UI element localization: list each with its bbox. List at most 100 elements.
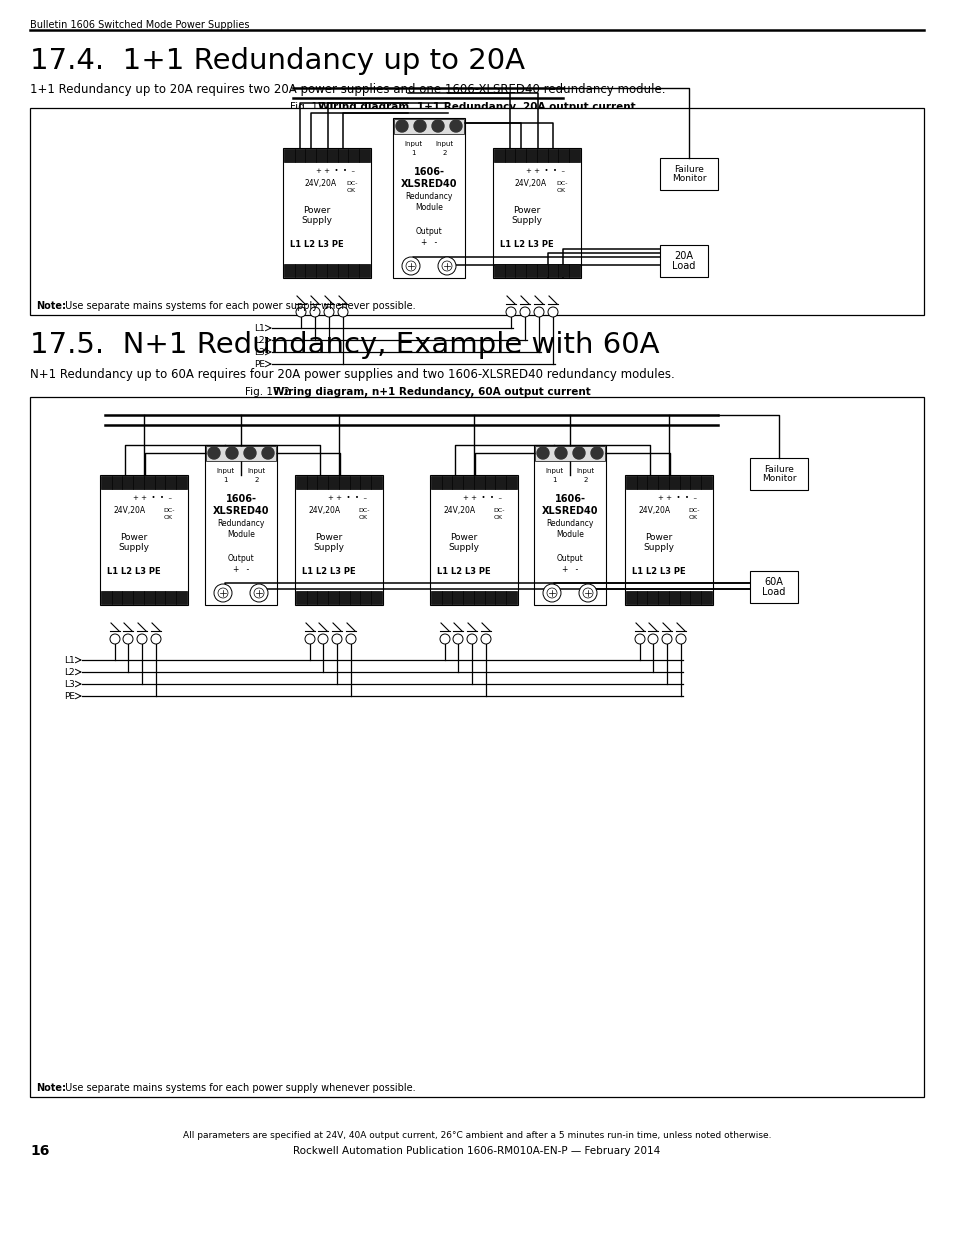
Bar bbox=[307, 475, 317, 489]
Text: DC-: DC- bbox=[556, 180, 567, 185]
Circle shape bbox=[213, 584, 232, 601]
Text: L1: L1 bbox=[254, 324, 265, 332]
Text: OK: OK bbox=[494, 515, 502, 520]
Bar bbox=[659, 158, 718, 190]
Text: Rockwell Automation Publication 1606-RM010A-EN-P — February 2014: Rockwell Automation Publication 1606-RM0… bbox=[294, 1146, 659, 1156]
Circle shape bbox=[317, 634, 328, 643]
Bar bbox=[679, 592, 690, 604]
Bar bbox=[535, 446, 604, 461]
Text: Module: Module bbox=[556, 530, 583, 540]
Bar bbox=[659, 245, 707, 277]
Text: L1 L2 L3 PE: L1 L2 L3 PE bbox=[499, 240, 553, 248]
Bar bbox=[658, 592, 668, 604]
Circle shape bbox=[295, 308, 306, 317]
Bar bbox=[679, 475, 690, 489]
Text: PE: PE bbox=[64, 692, 75, 700]
Bar bbox=[526, 264, 537, 277]
Bar bbox=[348, 264, 359, 277]
Text: 24V,20A: 24V,20A bbox=[308, 505, 340, 515]
Circle shape bbox=[582, 588, 593, 598]
Bar bbox=[101, 475, 112, 489]
Text: L1: L1 bbox=[64, 656, 75, 664]
Bar bbox=[360, 475, 371, 489]
Bar bbox=[494, 149, 504, 162]
Text: OK: OK bbox=[358, 515, 368, 520]
Text: L1 L2 L3 PE: L1 L2 L3 PE bbox=[290, 240, 343, 248]
Bar bbox=[295, 475, 307, 489]
Circle shape bbox=[208, 447, 220, 459]
Bar bbox=[295, 592, 307, 604]
Text: Power: Power bbox=[450, 532, 476, 542]
Bar bbox=[337, 264, 348, 277]
Bar bbox=[474, 475, 484, 489]
Bar bbox=[359, 149, 370, 162]
Bar bbox=[526, 149, 537, 162]
Text: 16: 16 bbox=[30, 1144, 50, 1158]
Bar bbox=[30, 396, 923, 1097]
Text: DC-: DC- bbox=[493, 508, 504, 513]
Bar bbox=[700, 475, 711, 489]
Circle shape bbox=[305, 634, 314, 643]
Text: Power: Power bbox=[513, 206, 539, 215]
Circle shape bbox=[661, 634, 671, 643]
Text: 24V,20A: 24V,20A bbox=[305, 179, 336, 188]
Text: Failure: Failure bbox=[674, 165, 703, 174]
Text: + +  •  •  –: + + • • – bbox=[463, 495, 502, 501]
Bar bbox=[749, 458, 807, 490]
Bar bbox=[165, 475, 176, 489]
Circle shape bbox=[547, 308, 558, 317]
Text: L1 L2 L3 PE: L1 L2 L3 PE bbox=[436, 567, 490, 576]
Bar bbox=[463, 592, 474, 604]
Bar bbox=[547, 149, 558, 162]
Text: 24V,20A: 24V,20A bbox=[515, 179, 547, 188]
Bar bbox=[284, 149, 294, 162]
Circle shape bbox=[546, 588, 557, 598]
Text: DC-: DC- bbox=[357, 508, 369, 513]
Bar bbox=[315, 264, 327, 277]
Bar bbox=[294, 149, 305, 162]
Circle shape bbox=[123, 634, 132, 643]
Circle shape bbox=[414, 120, 426, 132]
Bar bbox=[430, 475, 517, 605]
Text: +   -: + - bbox=[561, 566, 578, 574]
Bar bbox=[668, 592, 679, 604]
Circle shape bbox=[676, 634, 685, 643]
Bar bbox=[122, 475, 133, 489]
Text: XLSRED40: XLSRED40 bbox=[541, 505, 598, 515]
Text: Bulletin 1606 Switched Mode Power Supplies: Bulletin 1606 Switched Mode Power Suppli… bbox=[30, 20, 250, 30]
Circle shape bbox=[332, 634, 341, 643]
Text: 24V,20A: 24V,20A bbox=[443, 505, 475, 515]
Bar bbox=[30, 107, 923, 315]
Bar bbox=[749, 571, 797, 603]
Bar bbox=[534, 445, 605, 605]
Text: + +  •  •  –: + + • • – bbox=[133, 495, 172, 501]
Text: Output: Output bbox=[228, 555, 254, 563]
Bar bbox=[506, 475, 517, 489]
Circle shape bbox=[542, 584, 560, 601]
Text: Input: Input bbox=[248, 468, 266, 473]
Circle shape bbox=[573, 447, 584, 459]
Circle shape bbox=[647, 634, 658, 643]
Text: DC-: DC- bbox=[687, 508, 699, 513]
Bar bbox=[625, 475, 636, 489]
Text: Fig. 17-2: Fig. 17-2 bbox=[245, 387, 290, 396]
Bar bbox=[337, 149, 348, 162]
Bar bbox=[305, 264, 315, 277]
Bar bbox=[441, 592, 452, 604]
Circle shape bbox=[337, 308, 348, 317]
Bar bbox=[307, 592, 317, 604]
Text: Use separate mains systems for each power supply whenever possible.: Use separate mains systems for each powe… bbox=[62, 1083, 416, 1093]
Circle shape bbox=[110, 634, 120, 643]
Bar bbox=[112, 592, 122, 604]
Bar bbox=[569, 149, 579, 162]
Text: L2: L2 bbox=[254, 336, 265, 345]
Text: Input: Input bbox=[544, 468, 562, 473]
Circle shape bbox=[450, 120, 461, 132]
Text: Load: Load bbox=[761, 587, 785, 597]
Bar bbox=[122, 592, 133, 604]
Circle shape bbox=[467, 634, 476, 643]
Text: Wiring diagram, n+1 Redundancy, 60A output current: Wiring diagram, n+1 Redundancy, 60A outp… bbox=[273, 387, 590, 396]
Circle shape bbox=[253, 588, 264, 598]
Bar bbox=[558, 149, 569, 162]
Bar bbox=[283, 148, 371, 278]
